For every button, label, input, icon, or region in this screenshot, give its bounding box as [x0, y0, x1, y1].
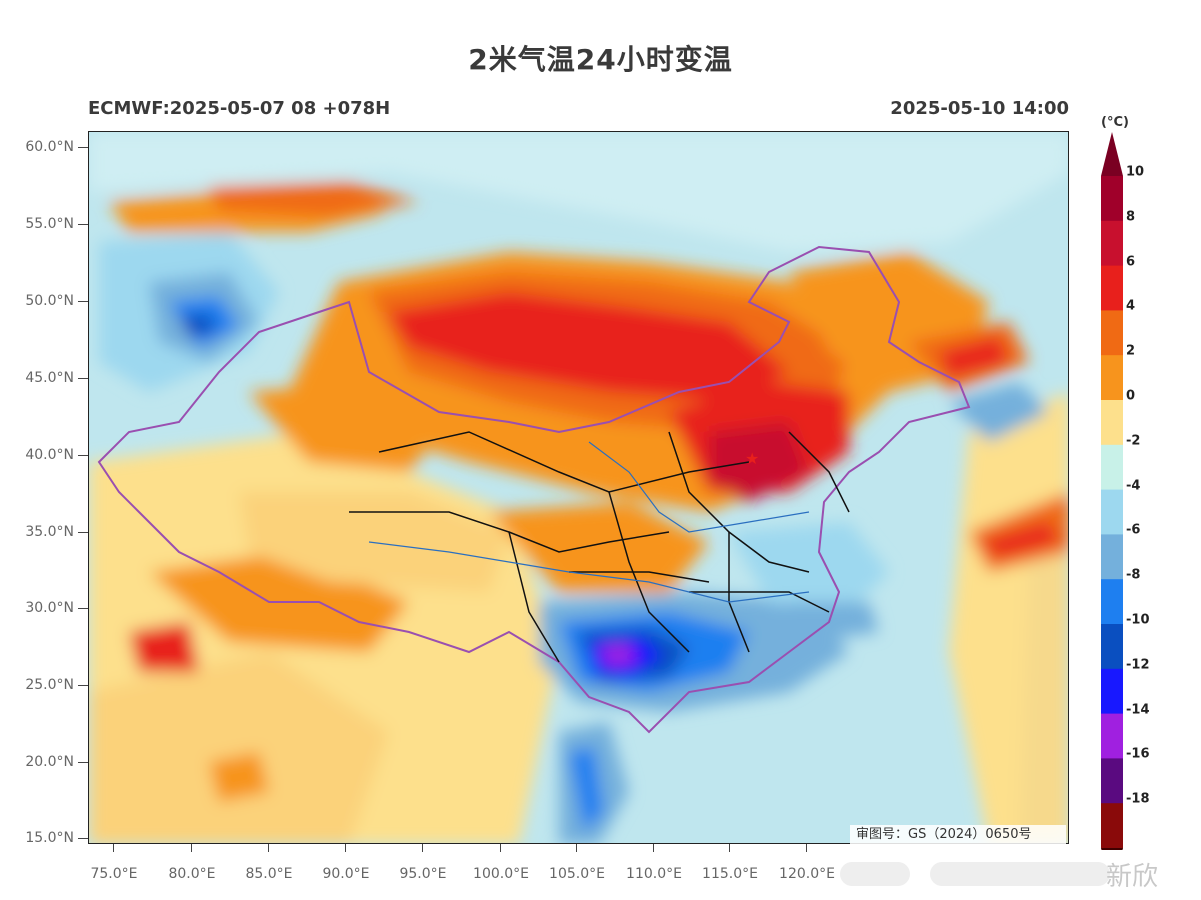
colorbar-tick-label: -10 — [1126, 612, 1150, 628]
lat-tick — [78, 838, 88, 839]
colorbar-segment — [1101, 758, 1123, 804]
lon-label: 100.0°E — [473, 866, 529, 882]
lat-label: 15.0°N — [25, 830, 74, 846]
colorbar-tick-label: -14 — [1126, 702, 1150, 718]
lon-tick — [268, 844, 269, 852]
colorbar-tick-label: 4 — [1126, 298, 1136, 314]
watermark-blur — [930, 862, 1110, 886]
colorbar-tick-label: -12 — [1126, 657, 1150, 673]
lon-label: 90.0°E — [322, 866, 370, 882]
lon-tick — [729, 844, 730, 852]
colorbar-tick-label: -16 — [1126, 746, 1150, 762]
lat-tick — [78, 608, 88, 609]
capital-star-icon: ★ — [745, 449, 759, 468]
colorbar-bottom-tip — [1101, 848, 1123, 850]
lon-label: 105.0°E — [549, 866, 605, 882]
colorbar-segment — [1101, 265, 1123, 311]
lat-tick — [78, 762, 88, 763]
lon-label: 95.0°E — [399, 866, 447, 882]
colorbar-segment — [1101, 220, 1123, 267]
watermark-text: 新欣 — [1106, 862, 1159, 892]
lat-label: 20.0°N — [25, 754, 74, 770]
colorbar-tick-label: -8 — [1126, 567, 1141, 583]
lon-tick — [422, 844, 423, 852]
colorbar-segment — [1101, 668, 1123, 715]
lon-tick — [345, 844, 346, 852]
colorbar — [1101, 132, 1123, 850]
lon-tick — [653, 844, 654, 852]
lon-label: 80.0°E — [168, 866, 216, 882]
colorbar-tick-label: 8 — [1126, 209, 1136, 225]
colorbar-segment — [1101, 176, 1123, 222]
colorbar-segment — [1101, 534, 1123, 580]
colorbar-segment — [1101, 400, 1123, 446]
colorbar-top-tip — [1101, 132, 1123, 176]
lat-label: 55.0°N — [25, 216, 74, 232]
lat-label: 40.0°N — [25, 447, 74, 463]
colorbar-tick-label: -2 — [1126, 433, 1141, 449]
lon-tick — [113, 844, 114, 852]
lat-tick — [78, 147, 88, 148]
lon-label: 75.0°E — [90, 866, 138, 882]
colorbar-tick-label: -4 — [1126, 478, 1141, 494]
lat-tick — [78, 301, 88, 302]
colorbar-segment — [1101, 579, 1123, 625]
model-run-label: ECMWF:2025-05-07 08 +078H — [88, 98, 391, 119]
colorbar-segment — [1101, 624, 1123, 670]
lat-label: 50.0°N — [25, 293, 74, 309]
province-borders — [349, 431, 850, 663]
colorbar-tick-label: 6 — [1126, 254, 1136, 270]
lon-tick — [500, 844, 501, 852]
lat-label: 60.0°N — [25, 139, 74, 155]
colorbar-tick-label: 0 — [1126, 388, 1136, 404]
lon-label: 115.0°E — [702, 866, 758, 882]
lat-tick — [78, 378, 88, 379]
temperature-change-map: ★ — [88, 131, 1069, 844]
river-lines — [368, 441, 810, 603]
lat-tick — [78, 685, 88, 686]
valid-time-label: 2025-05-10 14:00 — [890, 98, 1069, 119]
colorbar-tick-label: 10 — [1126, 164, 1145, 180]
lat-tick — [78, 532, 88, 533]
watermark-blur — [840, 862, 910, 886]
lat-label: 45.0°N — [25, 370, 74, 386]
lon-label: 85.0°E — [245, 866, 293, 882]
colorbar-tick-label: -6 — [1126, 522, 1141, 538]
map-title: 2米气温24小时变温 — [468, 43, 733, 76]
colorbar-segment — [1101, 355, 1123, 401]
colorbar-segment — [1101, 489, 1123, 535]
map-review-number: 审图号：GS（2024）0650号 — [850, 825, 1066, 845]
lat-tick — [78, 224, 88, 225]
lon-tick — [191, 844, 192, 852]
lat-label: 35.0°N — [25, 524, 74, 540]
colorbar-tick-label: 2 — [1126, 343, 1136, 359]
lat-label: 30.0°N — [25, 600, 74, 616]
china-border — [97, 245, 971, 734]
colorbar-segment — [1101, 444, 1123, 491]
lon-tick — [576, 844, 577, 852]
colorbar-segment — [1101, 803, 1123, 849]
lon-label: 110.0°E — [626, 866, 682, 882]
colorbar-segment — [1101, 310, 1123, 356]
lat-tick — [78, 455, 88, 456]
lat-label: 25.0°N — [25, 677, 74, 693]
lon-label: 120.0°E — [779, 866, 835, 882]
colorbar-segment — [1101, 713, 1123, 759]
lon-tick — [806, 844, 807, 852]
colorbar-unit: (°C) — [1101, 115, 1129, 130]
colorbar-tick-label: -18 — [1126, 791, 1150, 807]
